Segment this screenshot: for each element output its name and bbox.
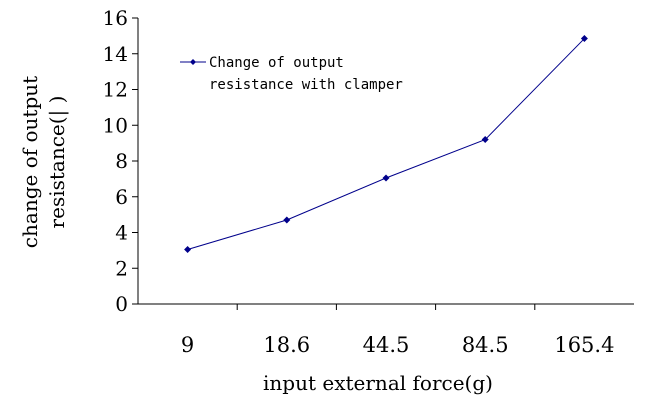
- data-point-marker: [481, 136, 489, 144]
- data-point-marker: [283, 216, 291, 224]
- y-tick-label: 10: [103, 113, 128, 137]
- y-tick-label: 0: [115, 292, 128, 316]
- series-group: [184, 35, 588, 253]
- y-tick-label: 12: [103, 78, 128, 102]
- x-tick-label: 18.6: [263, 333, 310, 357]
- legend-label-line-1: Change of output: [209, 55, 344, 71]
- x-tick-label: 165.4: [554, 333, 614, 357]
- y-axis-title-line-1: change of output: [18, 76, 42, 248]
- y-axis-title-line-2: resistance(| ): [45, 96, 70, 229]
- y-tick-label: 14: [103, 42, 128, 66]
- legend-label-line-2: resistance with clamper: [209, 77, 403, 93]
- x-tick-label: 44.5: [363, 333, 410, 357]
- y-axis-title: change of output resistance(| ): [18, 76, 70, 248]
- data-point-marker: [382, 174, 390, 182]
- y-tick-label: 6: [115, 185, 128, 209]
- x-tick-label: 84.5: [462, 333, 509, 357]
- data-point-marker: [580, 35, 588, 43]
- y-tick-label: 4: [115, 221, 128, 245]
- y-tick-label: 8: [115, 149, 128, 173]
- y-tick-label: 2: [115, 256, 128, 280]
- y-tick-label: 16: [103, 6, 128, 30]
- y-ticks: 0 2 4 6 8 10 12 14 16: [103, 6, 138, 316]
- legend-marker: [190, 59, 196, 65]
- legend: Change of output resistance with clamper: [180, 55, 403, 93]
- x-tick-label: 9: [181, 333, 194, 357]
- data-point-marker: [184, 245, 192, 253]
- x-axis-title: input external force(g): [263, 371, 493, 395]
- x-ticks: 9 18.6 44.5 84.5 165.4: [181, 304, 614, 357]
